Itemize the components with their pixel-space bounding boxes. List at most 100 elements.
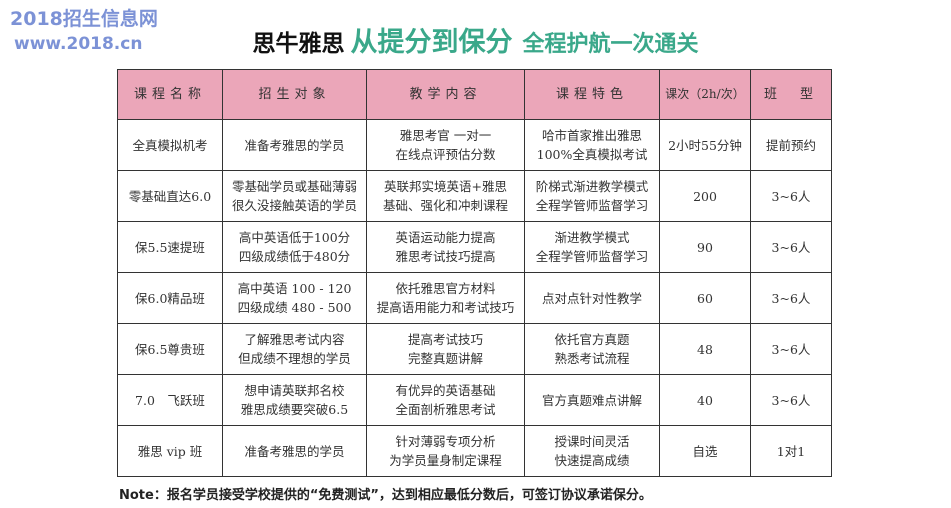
cell-line: 依托官方真题: [554, 332, 630, 347]
cell-feature: 依托官方真题 熟悉考试流程: [524, 323, 660, 375]
cell-line: 很久没接触英语的学员: [231, 198, 357, 213]
cell-class: 3~6人: [750, 221, 832, 273]
cell-target: 准备考雅思的学员: [222, 425, 367, 477]
cell-class: 提前预约: [750, 119, 832, 171]
cell-line: 有优异的英语基础: [395, 383, 496, 398]
cell-line: 授课时间灵活: [554, 434, 630, 449]
cell-sessions: 48: [659, 323, 751, 375]
column-header: 课次（2h/次）: [659, 69, 751, 120]
cell-line: 依托雅思官方材料: [395, 281, 496, 296]
cell-line: 熟悉考试流程: [554, 351, 630, 366]
cell-sessions: 60: [659, 272, 751, 324]
cell-line: 零基础学员或基础薄弱: [231, 179, 357, 194]
cell-line: 英语运动能力提高: [395, 230, 496, 245]
cell-line: 准备考雅思的学员: [244, 137, 345, 153]
cell-line: 全程学管师监督学习: [535, 249, 649, 264]
cell-line: 完整真题讲解: [407, 351, 483, 366]
cell-feature: 渐进教学模式全程学管师监督学习: [524, 221, 660, 273]
cell-feature: 官方真题难点讲解: [524, 374, 660, 426]
cell-line: 官方真题难点讲解: [541, 392, 642, 408]
cell-content: 英联邦实境英语+雅思 基础、强化和冲刺课程: [366, 170, 525, 222]
cell-line: 为学员量身制定课程: [389, 453, 502, 468]
cell-line: 高中英语 100 - 120: [237, 281, 352, 296]
note-text: Note：报名学员接受学校提供的“免费测试”，达到相应最低分数后，可签订协议承诺…: [119, 488, 652, 503]
watermark-url: www.2018.cn: [14, 34, 143, 54]
table-row: 全真模拟机考 准备考雅思的学员 雅思考官 一对一 在线点评预估分数 哈市首家推出雅思 10…: [117, 119, 832, 171]
cell-line: 点对点针对性教学: [541, 290, 642, 306]
table-row: 保6.5尊贵班 了解雅思考试内容 但成绩不理想的学员 提高考试技巧 完整真题讲解 依托官方…: [117, 323, 832, 375]
cell-feature: 哈市首家推出雅思 100%全真模拟考试: [524, 119, 660, 171]
cell-target: 准备考雅思的学员: [222, 119, 367, 171]
cell-feature: 阶梯式渐进教学模式 全程学管师监督学习: [524, 170, 660, 222]
cell-line: 雅思考官 一对一: [399, 128, 492, 143]
table-header-row: 课程名称 招生对象 教学内容 课程特色 课次（2h/次）班 型: [117, 69, 832, 120]
cell-line: 快速提高成绩: [554, 453, 630, 468]
cell-name: 7.0 飞跃班: [117, 374, 223, 426]
cell-name: 保6.5尊贵班: [117, 323, 223, 375]
cell-class: 3~6人: [750, 272, 832, 324]
cell-line: 哈市首家推出雅思: [541, 128, 642, 143]
table-row: 雅思 vip 班准备考雅思的学员 针对薄弱专项分析 为学员量身制定课程 授课时间灵活快…: [117, 425, 832, 477]
cell-name: 保5.5速提班: [117, 221, 223, 273]
cell-name: 零基础直达6.0: [117, 170, 223, 222]
table-row: 7.0 飞跃班 想申请英联邦名校 雅思成绩要突破6.5 有优异的英语基础 全面剖析雅思考…: [117, 374, 832, 426]
cell-sessions: 40: [659, 374, 751, 426]
cell-line: 全面剖析雅思考试: [395, 402, 496, 417]
cell-line: 渐进教学模式: [554, 230, 630, 245]
cell-line: 阶梯式渐进教学模式: [535, 179, 649, 194]
cell-line: 提高语用能力和考试技巧: [376, 300, 515, 315]
slogan-sub: 全程护航一次通关: [522, 32, 699, 57]
cell-target: 想申请英联邦名校 雅思成绩要突破6.5: [222, 374, 367, 426]
cell-sessions: 90: [659, 221, 751, 273]
column-header: 班 型: [750, 69, 832, 120]
column-header: 教学内容: [366, 69, 525, 120]
cell-line: 在线点评预估分数: [395, 147, 496, 162]
brand-title: 思牛雅思: [252, 31, 345, 57]
cell-line: 但成绩不理想的学员: [238, 351, 351, 366]
course-table: 课程名称 招生对象 教学内容 课程特色 课次（2h/次）班 型 全真模拟机考准备考雅思的…: [117, 69, 832, 477]
cell-content: 英语运动能力提高 雅思考试技巧提高: [366, 221, 525, 273]
cell-line: 100%全真模拟考试: [536, 147, 648, 162]
cell-line: 基础、强化和冲刺课程: [382, 198, 508, 213]
cell-content: 依托雅思官方材料提高语用能力和考试技巧: [366, 272, 525, 324]
cell-class: 3~6人: [750, 374, 832, 426]
cell-name: 保6.0精品班: [117, 272, 223, 324]
table-body: 全真模拟机考 准备考雅思的学员 雅思考官 一对一 在线点评预估分数 哈市首家推出雅思 10…: [117, 119, 832, 477]
cell-feature: 点对点针对性教学: [524, 272, 660, 324]
watermark-name: 2018招生信息网: [10, 8, 158, 30]
cell-feature: 授课时间灵活 快速提高成绩: [524, 425, 660, 477]
cell-target: 了解雅思考试内容 但成绩不理想的学员: [222, 323, 367, 375]
cell-target: 零基础学员或基础薄弱 很久没接触英语的学员: [222, 170, 367, 222]
cell-sessions: 自选: [659, 425, 751, 477]
cell-line: 想申请英联邦名校: [244, 383, 345, 398]
column-header: 课程特色: [524, 69, 660, 120]
slogan-main: 从提分到保分: [350, 27, 513, 58]
cell-line: 全程学管师监督学习: [535, 198, 649, 213]
cell-line: 雅思成绩要突破6.5: [240, 402, 349, 417]
cell-class: 3~6人: [750, 323, 832, 375]
page-title: 思牛雅思 从提分到保分 全程护航一次通关: [0, 20, 951, 59]
cell-class: 1对1: [750, 425, 832, 477]
cell-class: 3~6人: [750, 170, 832, 222]
cell-line: 了解雅思考试内容: [244, 332, 345, 347]
column-header: 招生对象: [222, 69, 367, 120]
cell-line: 针对薄弱专项分析: [395, 434, 496, 449]
cell-content: 雅思考官 一对一 在线点评预估分数: [366, 119, 525, 171]
table-row: 保5.5速提班 高中英语低于100分 四级成绩低于480分 英语运动能力提高 雅思考试技…: [117, 221, 832, 273]
column-header: 课程名称: [117, 69, 223, 120]
cell-line: 雅思考试技巧提高: [395, 249, 496, 264]
cell-line: 准备考雅思的学员: [244, 443, 345, 459]
cell-line: 高中英语低于100分: [238, 230, 351, 245]
cell-line: 四级成绩 480 - 500: [237, 300, 352, 315]
cell-line: 提高考试技巧: [407, 332, 483, 347]
cell-line: 英联邦实境英语+雅思: [384, 179, 507, 194]
cell-content: 针对薄弱专项分析 为学员量身制定课程: [366, 425, 525, 477]
cell-name: 全真模拟机考: [117, 119, 223, 171]
table-row: 零基础直达6.0 零基础学员或基础薄弱 很久没接触英语的学员 英联邦实境英语+雅思 基础…: [117, 170, 832, 222]
cell-name: 雅思 vip 班: [117, 425, 223, 477]
cell-target: 高中英语低于100分 四级成绩低于480分: [222, 221, 367, 273]
cell-line: 四级成绩低于480分: [238, 249, 351, 264]
cell-sessions: 200: [659, 170, 751, 222]
cell-target: 高中英语 100 - 120 四级成绩 480 - 500: [222, 272, 367, 324]
cell-content: 提高考试技巧 完整真题讲解: [366, 323, 525, 375]
